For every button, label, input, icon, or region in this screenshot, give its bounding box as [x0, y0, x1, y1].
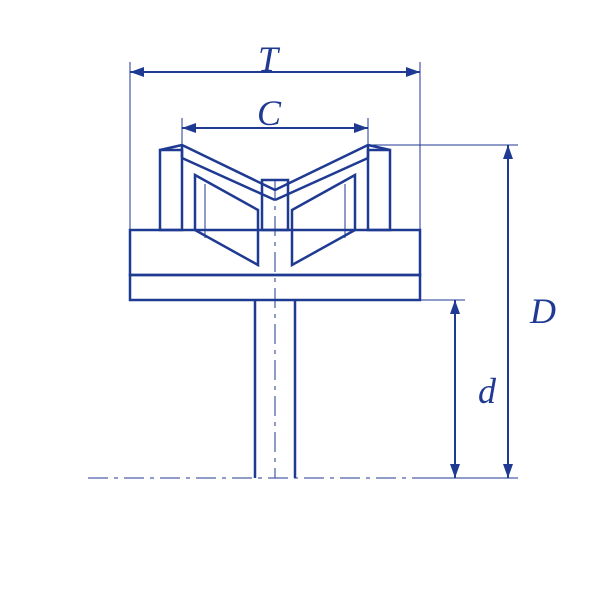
dim-label-C: C	[257, 92, 281, 134]
diagram-stage: T C D d	[0, 0, 600, 600]
dim-label-D: D	[530, 290, 556, 332]
dim-label-d: d	[478, 370, 496, 412]
dim-label-T: T	[258, 38, 278, 80]
bearing-diagram-svg	[0, 0, 600, 600]
